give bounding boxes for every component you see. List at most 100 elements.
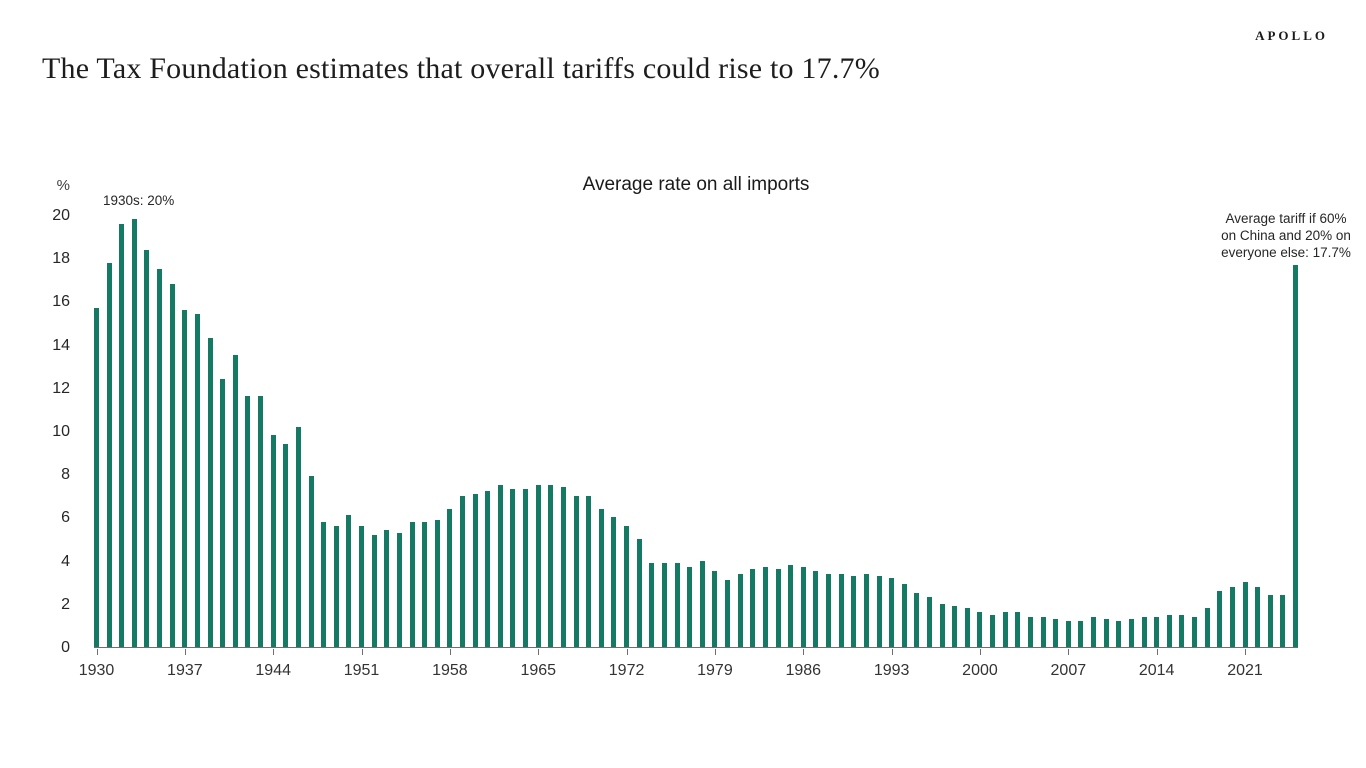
x-tick-label-1930: 1930: [78, 662, 115, 679]
bar-2011: [1116, 621, 1122, 647]
bar-1949: [333, 526, 339, 647]
x-tick-label-1937: 1937: [167, 662, 203, 679]
x-tick-label-2007: 2007: [1050, 662, 1087, 679]
bar-2024: [1280, 595, 1286, 647]
x-tick-label-2014: 2014: [1138, 662, 1175, 679]
bar-1982: [750, 569, 756, 647]
bar-1967: [560, 487, 566, 647]
bar-1990: [851, 575, 857, 647]
bar-2009: [1091, 616, 1097, 647]
chart-title: Average rate on all imports: [582, 174, 810, 195]
bar-1980: [725, 580, 731, 647]
bar-1981: [737, 573, 743, 647]
x-tick-1951: [361, 649, 363, 655]
bar-1968: [573, 495, 579, 647]
y-tick-label-6: 6: [61, 509, 70, 527]
bar-1973: [636, 539, 642, 647]
bar-1945: [283, 443, 289, 647]
x-tick-1986: [803, 649, 805, 655]
bar-1959: [460, 495, 465, 647]
bar-2001: [990, 614, 996, 647]
bar-1979: [712, 571, 718, 647]
bar-1983: [762, 567, 768, 647]
bar-2003: [1015, 612, 1021, 647]
x-tick-label-1972: 1972: [608, 662, 645, 679]
x-tick-2014: [1156, 649, 1158, 655]
y-tick-label-4: 4: [61, 552, 70, 570]
bar-2020: [1229, 586, 1235, 647]
bar-2022: [1255, 586, 1261, 647]
annotation-projection-line3: everyone else: 17.7%: [1221, 245, 1351, 260]
bar-1984: [775, 569, 781, 647]
bar-1989: [838, 573, 844, 647]
bar-1958: [447, 508, 453, 647]
bar-1966: [548, 485, 554, 647]
bar-1957: [434, 519, 440, 647]
bar-1936: [169, 284, 175, 647]
bar-1985: [788, 564, 794, 647]
bar-1947: [308, 476, 314, 647]
bar-1937: [182, 310, 188, 647]
bar-1976: [674, 562, 680, 647]
bar-1938: [194, 314, 200, 647]
x-tick-label-1993: 1993: [873, 662, 910, 679]
bar-1988: [826, 573, 832, 647]
bar-1939: [207, 338, 213, 647]
x-tick-label-1951: 1951: [343, 662, 380, 679]
x-tick-label-1986: 1986: [785, 662, 822, 679]
bar-1972: [624, 526, 630, 647]
bar-2010: [1103, 618, 1109, 647]
bar-1934: [144, 249, 150, 647]
x-tick-1965: [538, 649, 540, 655]
bar-1940: [220, 379, 226, 647]
bar-2002: [1002, 612, 1008, 647]
y-tick-label-14: 14: [52, 336, 70, 354]
x-tick-label-1958: 1958: [432, 662, 468, 679]
bar-1941: [232, 355, 238, 647]
bar-1962: [497, 485, 503, 647]
annotation-projection-line2: on China and 20% on: [1221, 228, 1351, 243]
x-tick-1972: [626, 649, 628, 655]
bar-2014: [1154, 616, 1160, 647]
bar-1977: [687, 567, 693, 647]
bar-1933: [131, 219, 137, 647]
bar-Projection: 60% on China, 20% on everyone else: [1293, 264, 1298, 647]
y-tick-label-12: 12: [52, 379, 70, 397]
bar-2007: [1065, 621, 1071, 647]
bar-2018: [1204, 608, 1210, 647]
bar-1991: [863, 573, 869, 647]
bar-2013: [1141, 616, 1147, 647]
x-tick-1979: [714, 649, 716, 655]
bar-1953: [384, 530, 390, 647]
y-tick-label-8: 8: [61, 466, 70, 484]
bar-1931: [106, 262, 112, 647]
x-tick-2000: [979, 649, 981, 655]
bar-2023: [1267, 595, 1273, 647]
x-tick-2021: [1245, 649, 1247, 655]
annotation-1930s-peak: 1930s: 20%: [103, 193, 175, 208]
bar-1994: [901, 584, 907, 647]
bar-1942: [245, 396, 251, 647]
bar-1944: [270, 435, 276, 647]
bar-1975: [661, 562, 667, 647]
bar-1997: [939, 603, 945, 647]
bar-2021: [1242, 582, 1248, 647]
bar-1999: [964, 608, 970, 647]
bar-2016: [1179, 614, 1185, 647]
bar-1948: [321, 521, 327, 647]
annotation-projection-line1: Average tariff if 60%: [1225, 211, 1347, 226]
bar-1992: [876, 575, 882, 647]
bar-1946: [295, 426, 301, 647]
x-tick-label-2000: 2000: [962, 662, 998, 679]
bar-1974: [649, 562, 655, 647]
bar-2015: [1166, 614, 1172, 647]
bar-1993: [889, 577, 895, 647]
bar-1935: [157, 269, 163, 647]
bar-1978: [699, 560, 705, 647]
bar-2004: [1027, 616, 1033, 647]
y-tick-label-20: 20: [52, 207, 70, 224]
bar-2000: [977, 612, 983, 647]
bar-1952: [371, 534, 377, 647]
bar-2017: [1192, 616, 1198, 647]
